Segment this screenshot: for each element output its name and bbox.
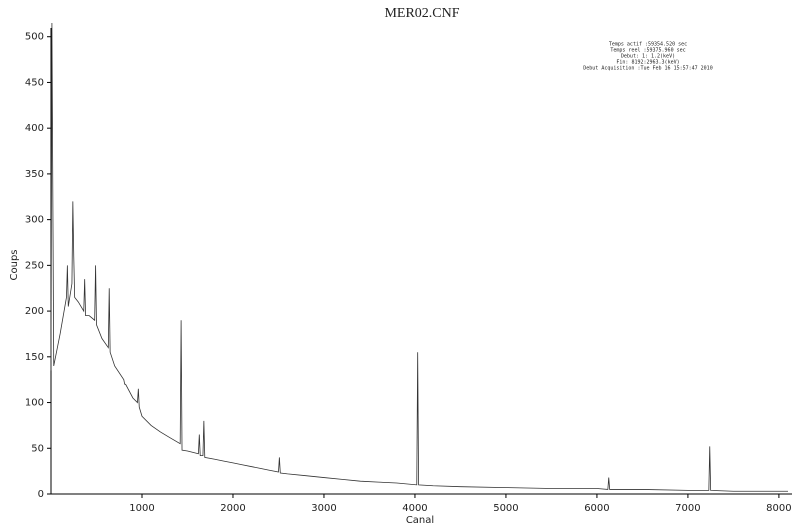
y-tick-label: 300 xyxy=(25,215,44,226)
x-tick-label: 2000 xyxy=(220,503,245,514)
y-tick-label: 100 xyxy=(25,398,44,409)
annotation: Temps reel :59375.960 sec xyxy=(610,48,685,54)
spectrum-line xyxy=(50,22,788,492)
x-tick-label: 5000 xyxy=(493,503,518,514)
annotation: Debut Acquisition :Tue Feb 16 15:57:47 2… xyxy=(583,66,712,72)
y-tick-label: 400 xyxy=(25,123,44,134)
y-tick-label: 450 xyxy=(25,77,44,88)
y-tick-label: 250 xyxy=(25,260,44,271)
y-axis-label: Coups xyxy=(9,250,20,281)
x-tick-label: 1000 xyxy=(129,503,154,514)
y-tick-label: 200 xyxy=(25,306,44,317)
x-tick-label: 4000 xyxy=(402,503,427,514)
y-tick-label: 350 xyxy=(25,169,44,180)
x-tick-label: 3000 xyxy=(311,503,336,514)
y-tick-label: 150 xyxy=(25,352,44,363)
chart-title: MER02.CNF xyxy=(384,6,459,21)
annotation: Fin: 8192:2963.3(keV) xyxy=(616,60,679,66)
y-tick-label: 0 xyxy=(38,489,44,500)
y-tick-label: 500 xyxy=(25,32,44,43)
y-tick-label: 50 xyxy=(31,443,44,454)
x-tick-label: 8000 xyxy=(766,503,791,514)
x-tick-label: 7000 xyxy=(675,503,700,514)
annotation: Debut: 1: 1.2(keV) xyxy=(621,54,675,60)
annotation: Temps actif :59354.520 sec xyxy=(609,42,687,48)
x-axis-label: Canal xyxy=(406,515,434,526)
x-tick-label: 6000 xyxy=(584,503,609,514)
